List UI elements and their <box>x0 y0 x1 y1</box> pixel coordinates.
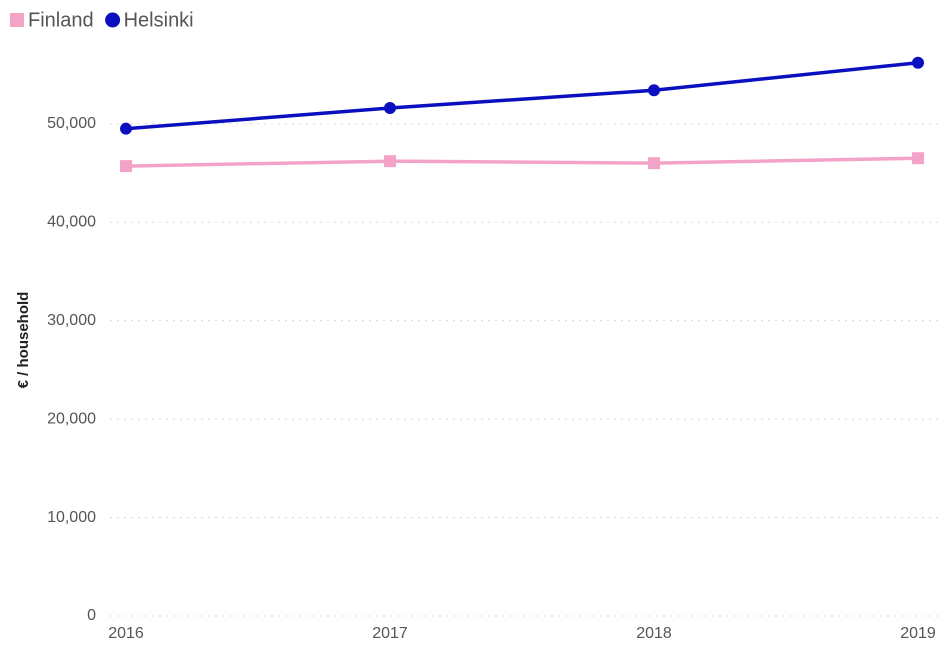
point <box>912 152 924 165</box>
legend-marker <box>105 12 121 28</box>
y-tick-label: 50,000 <box>47 115 96 132</box>
y-tick-label: 40,000 <box>47 213 96 230</box>
point <box>120 122 132 135</box>
point <box>120 160 132 173</box>
legend-marker <box>10 13 24 27</box>
x-tick-label: 2019 <box>900 625 936 642</box>
x-tick-label: 2016 <box>108 625 144 642</box>
point <box>648 84 660 97</box>
point <box>384 155 396 168</box>
y-tick-label: 30,000 <box>47 312 96 329</box>
series-line <box>125 156 919 168</box>
point <box>912 56 924 69</box>
y-tick-label: 0 <box>87 607 96 624</box>
y-tick-label: 20,000 <box>47 410 96 427</box>
legend-label: Helsinki <box>124 9 194 31</box>
x-tick-label: 2018 <box>636 625 672 642</box>
legend-label: Finland <box>28 9 94 31</box>
x-tick-label: 2017 <box>372 625 408 642</box>
point <box>384 102 396 115</box>
point <box>648 157 660 170</box>
y-axis-label: € / household <box>15 292 32 389</box>
y-tick-label: 10,000 <box>47 509 96 526</box>
series-line <box>125 60 919 131</box>
